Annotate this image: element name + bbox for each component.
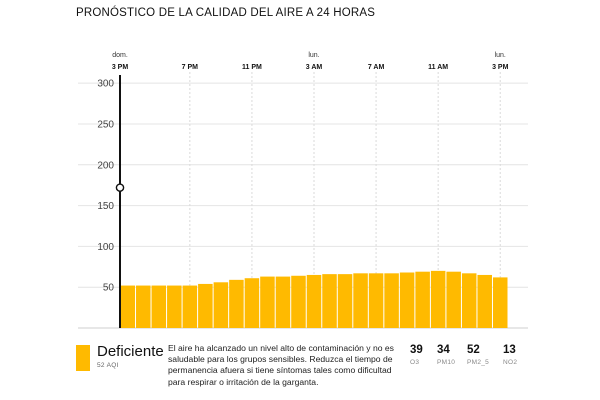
pollutant-name: NO2 [503, 359, 518, 366]
aqi-bar [492, 277, 508, 328]
x-tick-time-label: 3 PM [112, 64, 129, 71]
pollutant-value: 34 [437, 344, 450, 356]
aqi-bar [275, 276, 291, 328]
pollutant-name: PM10 [437, 359, 456, 366]
pollutant-value: 39 [410, 344, 423, 356]
aqi-bar [461, 273, 477, 328]
x-tick-time-label: 7 PM [182, 64, 199, 71]
aqi-bar [353, 273, 368, 328]
y-tick-label: 150 [97, 201, 114, 212]
aqi-bar [399, 272, 415, 328]
x-tick-time-label: 11 AM [428, 64, 448, 71]
pollutant-pm10: 34 PM10 [437, 344, 477, 366]
aqi-bar [229, 279, 244, 328]
aqi-bar [213, 282, 229, 328]
pollutant-value: 52 [467, 344, 480, 356]
aqi-bar [151, 285, 167, 328]
pollutant-name: O3 [410, 359, 420, 366]
aqi-bar [167, 285, 182, 328]
aqi-bar [136, 285, 151, 328]
y-tick-label: 300 [97, 79, 114, 90]
x-tick-day-label: lun. [495, 52, 506, 59]
pollutant-pm25: 52 PM2_5 [467, 344, 507, 366]
aqi-bar [120, 285, 136, 328]
aqi-bar [291, 275, 306, 328]
aqi-bar [430, 270, 446, 328]
aqi-value-label: 52 AQI [97, 362, 119, 369]
aqi-bar [182, 285, 198, 328]
pollutant-value: 13 [503, 344, 516, 356]
aqi-bar [260, 276, 275, 328]
x-tick-day-label: dom. [112, 52, 128, 59]
time-cursor-handle [115, 183, 125, 192]
aqi-bar [446, 271, 461, 328]
y-tick-label: 50 [103, 283, 115, 294]
x-tick-time-label: 7 AM [368, 64, 385, 71]
x-tick-day-label: lun. [308, 52, 319, 59]
aqi-bar [306, 274, 322, 328]
y-tick-label: 100 [97, 242, 114, 253]
pollutant-no2: 13 NO2 [503, 344, 543, 366]
pollutant-o3: 39 O3 [410, 344, 450, 366]
page-title: PRONÓSTICO DE LA CALIDAD DEL AIRE A 24 H… [76, 7, 376, 19]
aqi-bar [384, 273, 399, 328]
aqi-bar [337, 274, 353, 328]
aqi-bar [322, 274, 337, 328]
y-tick-label: 200 [97, 160, 114, 171]
category-color-swatch [76, 345, 90, 371]
x-tick-time-label: 11 PM [242, 64, 262, 71]
x-tick-time-label: 3 AM [306, 64, 323, 71]
x-tick-time-label: 3 PM [492, 64, 509, 71]
aqi-legend: Deficiente 52 AQI El aire ha alcanzado u… [76, 341, 526, 397]
aqi-category-label: Deficiente [97, 343, 164, 360]
aqi-bar [415, 271, 430, 328]
aqi-bar [477, 274, 492, 328]
aqi-description: El aire ha alcanzado un nivel alto de co… [168, 343, 394, 387]
y-tick-label: 250 [97, 119, 114, 130]
aqi-bar [198, 283, 213, 328]
aqi-bar [368, 273, 384, 328]
aqi-bar [244, 278, 260, 328]
pollutant-name: PM2_5 [467, 359, 490, 366]
